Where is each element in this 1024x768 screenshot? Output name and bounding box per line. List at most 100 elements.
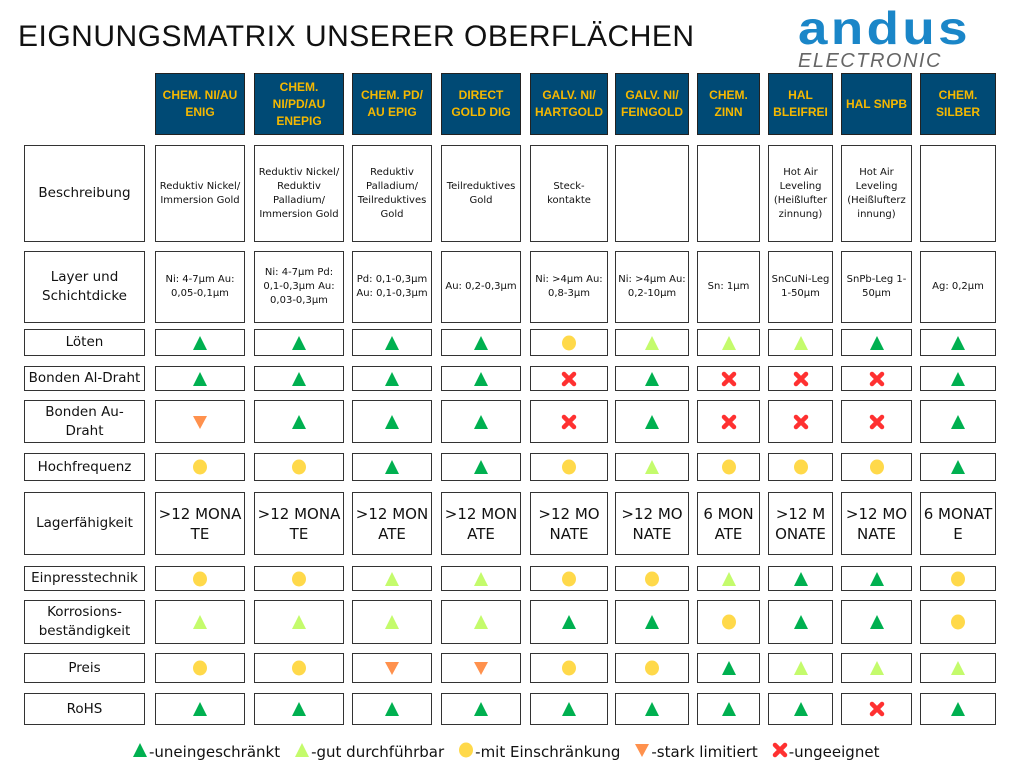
dark-green-triangle-up-icon [291, 335, 307, 351]
logo-brand: andus [798, 2, 972, 54]
matrix-cell [155, 366, 245, 391]
light-green-triangle-up-icon [384, 571, 400, 587]
matrix-cell [155, 329, 245, 356]
matrix-cell [841, 693, 912, 725]
matrix-cell [254, 400, 344, 443]
matrix-cell: >12 MONATE [254, 492, 344, 555]
light-green-triangle-up-icon [644, 459, 660, 475]
light-green-triangle-up-icon [869, 660, 885, 676]
matrix-cell [441, 400, 521, 443]
dark-green-triangle-up-icon [561, 701, 577, 717]
light-green-triangle-up-icon [644, 335, 660, 351]
matrix-cell [441, 653, 521, 683]
column-header: CHEM. NI/PD/AU ENEPIG [254, 73, 344, 135]
matrix-cell [352, 653, 432, 683]
dark-green-triangle-up-icon [869, 571, 885, 587]
yellow-circle-icon [869, 459, 885, 475]
column-header: CHEM. NI/AU ENIG [155, 73, 245, 135]
matrix-cell [615, 329, 689, 356]
light-green-triangle-up-icon [384, 614, 400, 630]
yellow-circle-icon [721, 459, 737, 475]
dark-green-triangle-up-icon [291, 414, 307, 430]
matrix-cell [768, 600, 833, 644]
matrix-cell [920, 566, 996, 591]
matrix-cell [615, 566, 689, 591]
matrix-cell [768, 693, 833, 725]
matrix-cell [254, 653, 344, 683]
light-green-triangle-up-icon [721, 571, 737, 587]
yellow-circle-icon [192, 571, 208, 587]
matrix-cell [155, 693, 245, 725]
matrix-cell [920, 145, 996, 242]
yellow-circle-icon [721, 614, 737, 630]
row-label: Korrosions-beständigkeit [24, 600, 145, 644]
dark-green-triangle-up-icon [869, 614, 885, 630]
logo-subtitle: ELECTRONIC [798, 50, 942, 72]
matrix-cell [615, 453, 689, 481]
column-header: GALV. NI/ HARTGOLD [530, 73, 608, 135]
light-green-triangle-up-icon [793, 660, 809, 676]
matrix-cell [841, 566, 912, 591]
matrix-cell [697, 693, 760, 725]
matrix-cell [441, 600, 521, 644]
yellow-circle-icon [561, 335, 577, 351]
row-label: Bonden Al-Draht [24, 366, 145, 391]
matrix-cell [254, 329, 344, 356]
legend-item: -mit Einschränkung [458, 742, 620, 762]
row-label: Hochfrequenz [24, 453, 145, 481]
matrix-cell [352, 400, 432, 443]
dark-green-triangle-up-icon [793, 571, 809, 587]
light-green-triangle-up-icon [473, 614, 489, 630]
matrix-cell [441, 329, 521, 356]
matrix-cell [530, 366, 608, 391]
orange-triangle-down-icon [384, 660, 400, 676]
yellow-circle-icon [192, 660, 208, 676]
legend-item: -stark limitiert [634, 742, 758, 762]
legend-label: -mit Einschränkung [475, 743, 621, 761]
dark-green-triangle-up-icon [291, 371, 307, 387]
matrix-cell [530, 693, 608, 725]
matrix-cell [530, 453, 608, 481]
red-cross-icon [561, 414, 577, 430]
matrix-cell [530, 329, 608, 356]
red-cross-icon [721, 414, 737, 430]
dark-green-triangle-up-icon [644, 414, 660, 430]
column-header: DIRECT GOLD DIG [441, 73, 521, 135]
matrix-cell: 6 MONATE [920, 492, 996, 555]
matrix-cell [920, 366, 996, 391]
matrix-cell [768, 366, 833, 391]
matrix-cell: Reduktiv Palladium/ Teilreduktives Gold [352, 145, 432, 242]
yellow-circle-icon [561, 459, 577, 475]
matrix-cell [530, 653, 608, 683]
matrix-cell: Hot Air Leveling (Heißlufter zinnung) [768, 145, 833, 242]
matrix-cell [530, 566, 608, 591]
dark-green-triangle-up-icon [793, 701, 809, 717]
dark-green-triangle-up-icon [473, 371, 489, 387]
matrix-cell [920, 400, 996, 443]
matrix-cell [768, 566, 833, 591]
matrix-cell [920, 329, 996, 356]
row-label: Lagerfähigkeit [24, 492, 145, 555]
red-cross-icon [793, 371, 809, 387]
red-cross-icon [869, 414, 885, 430]
dark-green-triangle-up-icon [950, 459, 966, 475]
matrix-cell [254, 693, 344, 725]
matrix-cell [352, 329, 432, 356]
matrix-cell: Reduktiv Nickel/ Reduktiv Palladium/ Imm… [254, 145, 344, 242]
red-cross-icon [793, 414, 809, 430]
dark-green-triangle-up-icon [950, 414, 966, 430]
matrix-cell: >12 MONATE [155, 492, 245, 555]
matrix-cell: >12 MONATE [352, 492, 432, 555]
yellow-circle-icon [192, 459, 208, 475]
matrix-cell: Ni: >4µm Au: 0,8-3µm [530, 251, 608, 323]
matrix-cell [841, 653, 912, 683]
dark-green-triangle-up-icon [473, 335, 489, 351]
column-header: CHEM. PD/ AU EPIG [352, 73, 432, 135]
matrix-cell: 6 MONATE [697, 492, 760, 555]
matrix-cell: Ni: >4µm Au: 0,2-10µm [615, 251, 689, 323]
column-header: HAL BLEIFREI [768, 73, 833, 135]
dark-green-triangle-up-icon [721, 660, 737, 676]
dark-green-triangle-up-icon [793, 614, 809, 630]
matrix-cell [155, 453, 245, 481]
matrix-cell [441, 693, 521, 725]
